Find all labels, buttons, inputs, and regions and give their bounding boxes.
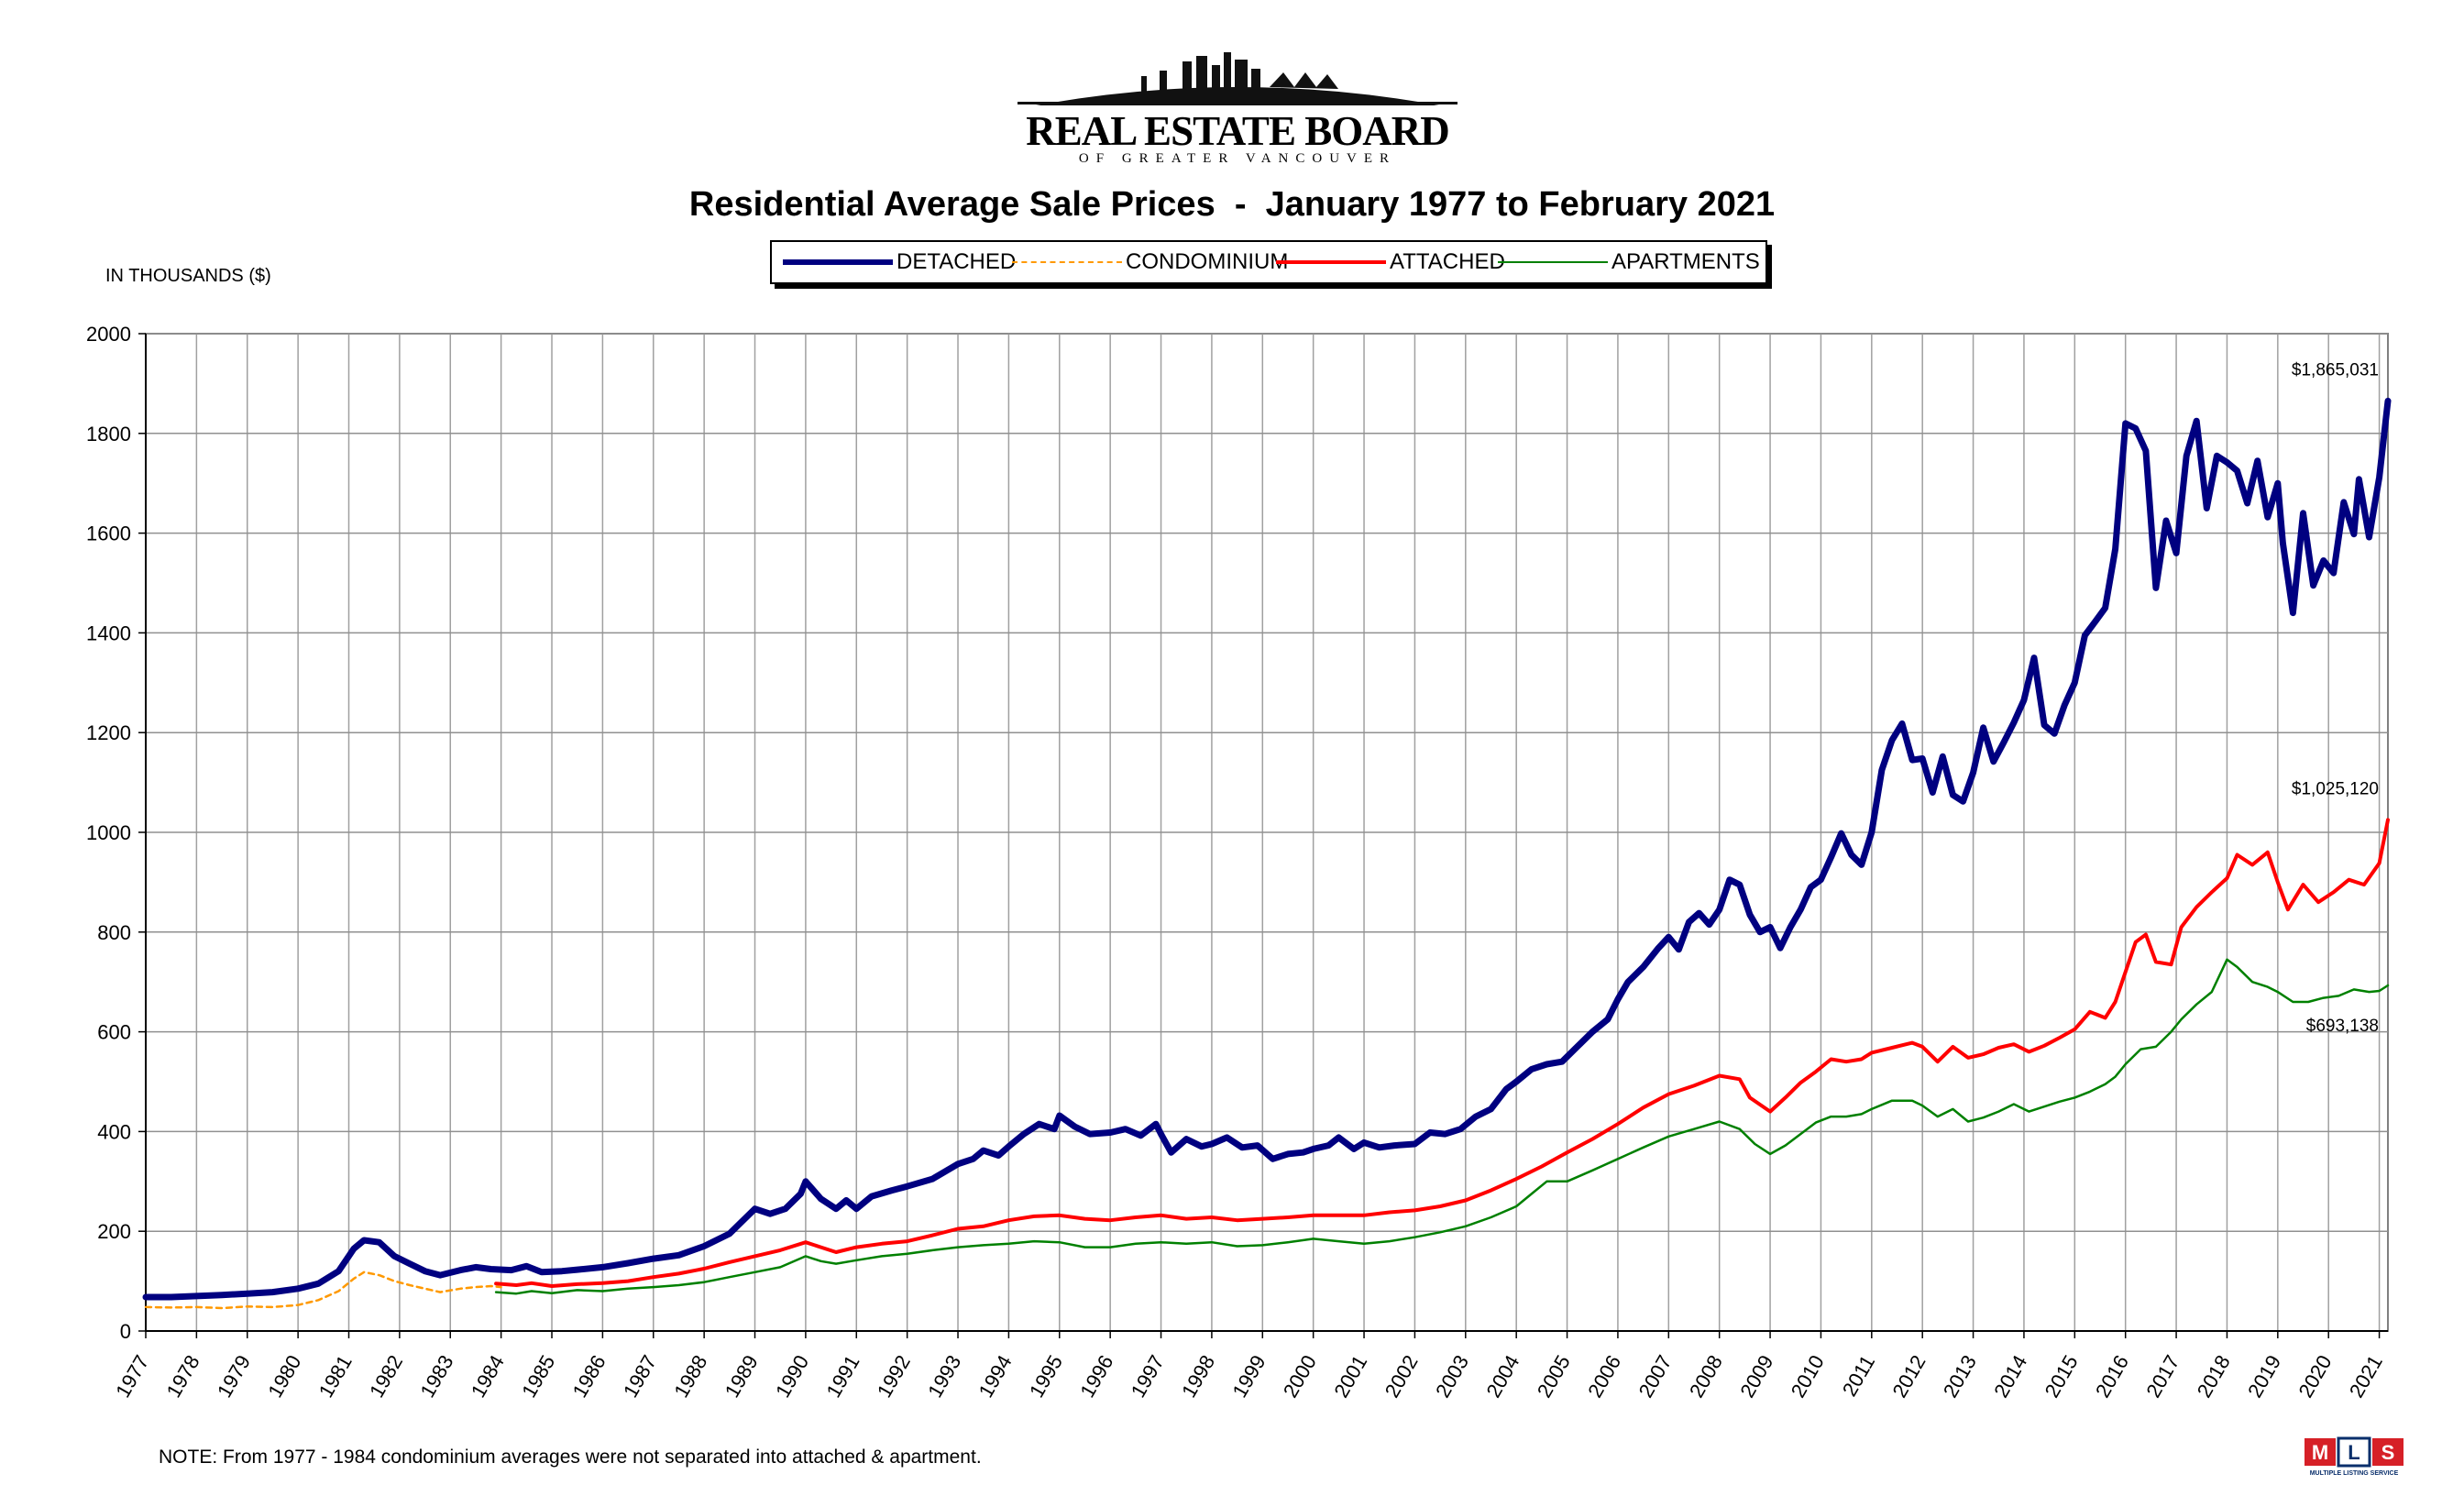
y-tick-label: 2000 bbox=[86, 323, 131, 346]
x-tick-label: 2002 bbox=[1380, 1351, 1423, 1402]
logo-title: REAL ESTATE BOARD bbox=[1026, 108, 1449, 154]
y-tick-label: 1800 bbox=[86, 423, 131, 446]
x-tick-label: 2019 bbox=[2243, 1351, 2285, 1402]
x-tick-label: 1998 bbox=[1177, 1351, 1219, 1402]
reb-logo: REAL ESTATE BOARD OF GREATER VANCOUVER bbox=[1008, 50, 1467, 170]
series-line-attached bbox=[494, 818, 2390, 1288]
mls-letter-s: S bbox=[2382, 1441, 2395, 1464]
x-tick-label: 1980 bbox=[263, 1351, 305, 1402]
y-tick-label: 0 bbox=[120, 1320, 131, 1343]
x-tick-label: 2009 bbox=[1735, 1351, 1777, 1402]
legend-swatch-apartments bbox=[1498, 261, 1608, 263]
footnote: NOTE: From 1977 - 1984 condominium avera… bbox=[159, 1446, 982, 1468]
y-tick-label: 1000 bbox=[86, 821, 131, 844]
x-tick-label: 1990 bbox=[771, 1351, 813, 1402]
x-tick-label: 1982 bbox=[365, 1351, 407, 1402]
legend-item-attached: ATTACHED bbox=[1276, 242, 1505, 282]
series-line-detached bbox=[142, 397, 2392, 1301]
mls-tile-m bbox=[2304, 1438, 2336, 1466]
x-tick-label: 2011 bbox=[1838, 1351, 1879, 1400]
annotation-detached: $1,865,031 bbox=[2292, 360, 2379, 380]
x-tick-label: 2007 bbox=[1634, 1351, 1677, 1402]
x-tick-label: 1984 bbox=[467, 1351, 509, 1402]
x-tick-label: 1989 bbox=[720, 1351, 763, 1402]
skyline-icon bbox=[1018, 52, 1458, 105]
y-tick-label: 800 bbox=[97, 921, 131, 944]
x-tick-label: 2006 bbox=[1583, 1351, 1625, 1402]
x-tick-label: 1999 bbox=[1227, 1351, 1270, 1402]
mls-letter-l: L bbox=[2348, 1441, 2360, 1464]
x-tick-label: 2014 bbox=[1989, 1351, 2031, 1402]
x-tick-label: 2013 bbox=[1939, 1351, 1981, 1402]
legend-swatch-detached bbox=[783, 259, 893, 265]
chart-title: Residential Average Sale Prices - Januar… bbox=[688, 185, 1776, 224]
legend-swatch-attached bbox=[1276, 260, 1386, 264]
x-tick-label: 2020 bbox=[2294, 1351, 2336, 1402]
x-tick-label: 1996 bbox=[1075, 1351, 1117, 1402]
legend-swatch-condominium bbox=[1012, 261, 1122, 263]
x-tick-label: 1981 bbox=[314, 1351, 357, 1402]
x-tick-label: 2018 bbox=[2193, 1351, 2235, 1402]
x-tick-label: 1978 bbox=[162, 1351, 204, 1402]
y-tick-label: 1400 bbox=[86, 622, 131, 644]
mls-tile-l bbox=[2337, 1436, 2371, 1468]
legend-item-detached: DETACHED bbox=[783, 242, 1016, 282]
series-line-condominium bbox=[144, 1270, 502, 1310]
x-tick-label: 2005 bbox=[1533, 1351, 1575, 1402]
x-tick-label: 2004 bbox=[1481, 1351, 1524, 1402]
x-tick-label: 1988 bbox=[669, 1351, 711, 1402]
x-tick-label: 1985 bbox=[517, 1351, 559, 1402]
x-tick-label: 1983 bbox=[415, 1351, 457, 1402]
annotation-attached: $1,025,120 bbox=[2292, 779, 2379, 798]
x-tick-label: 1977 bbox=[111, 1351, 153, 1402]
legend-label-apartments: APARTMENTS bbox=[1612, 249, 1760, 274]
y-axis-unit-label: IN THOUSANDS ($) bbox=[105, 266, 271, 286]
legend-item-apartments: APARTMENTS bbox=[1498, 242, 1760, 282]
x-tick-label: 2021 bbox=[2345, 1351, 2387, 1402]
x-tick-label: 1997 bbox=[1127, 1351, 1169, 1402]
legend-item-condominium: CONDOMINIUM bbox=[1012, 242, 1288, 282]
x-tick-label: 1993 bbox=[923, 1351, 965, 1402]
y-tick-label: 1600 bbox=[86, 522, 131, 545]
x-tick-label: 1986 bbox=[568, 1351, 610, 1402]
mls-logo: M L S MULTIPLE LISTING SERVICE bbox=[2301, 1436, 2407, 1478]
y-tick-label: 1200 bbox=[86, 721, 131, 744]
mls-letter-m: M bbox=[2312, 1441, 2328, 1464]
x-tick-label: 2001 bbox=[1329, 1351, 1371, 1402]
y-tick-label: 600 bbox=[97, 1021, 131, 1044]
x-tick-label: 2015 bbox=[2040, 1351, 2083, 1402]
logo-subtitle: OF GREATER VANCOUVER bbox=[1078, 151, 1397, 166]
x-tick-label: 2010 bbox=[1787, 1351, 1829, 1402]
legend-label-attached: ATTACHED bbox=[1390, 249, 1505, 274]
x-tick-label: 1994 bbox=[974, 1351, 1017, 1402]
x-tick-label: 1995 bbox=[1025, 1351, 1067, 1402]
x-tick-label: 2016 bbox=[2091, 1351, 2133, 1402]
x-tick-label: 1991 bbox=[821, 1351, 864, 1402]
series-line-apartments bbox=[494, 958, 2390, 1295]
x-tick-label: 1992 bbox=[873, 1351, 915, 1402]
x-tick-label: 2012 bbox=[1887, 1351, 1930, 1402]
x-tick-label: 2017 bbox=[2141, 1351, 2184, 1402]
chart-legend: DETACHED CONDOMINIUM ATTACHED APARTMENTS bbox=[770, 240, 1767, 284]
annotation-apartments: $693,138 bbox=[2306, 1017, 2379, 1036]
legend-label-detached: DETACHED bbox=[896, 249, 1017, 274]
y-tick-label: 200 bbox=[97, 1220, 131, 1243]
mls-tile-s bbox=[2372, 1438, 2404, 1466]
x-tick-label: 1979 bbox=[213, 1351, 255, 1402]
legend-label-condominium: CONDOMINIUM bbox=[1126, 249, 1289, 274]
mls-caption: MULTIPLE LISTING SERVICE bbox=[2310, 1470, 2399, 1477]
x-tick-label: 2008 bbox=[1685, 1351, 1727, 1402]
x-tick-label: 1987 bbox=[619, 1351, 661, 1402]
x-tick-label: 2003 bbox=[1431, 1351, 1473, 1402]
y-tick-label: 400 bbox=[97, 1120, 131, 1143]
x-tick-label: 2000 bbox=[1279, 1351, 1321, 1402]
